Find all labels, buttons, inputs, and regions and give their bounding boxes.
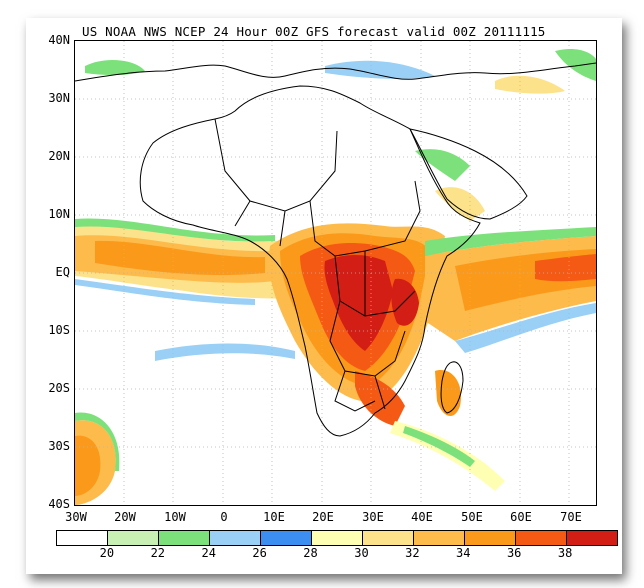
colorbar-swatch xyxy=(363,531,414,545)
lat-label: 30N xyxy=(48,91,70,105)
graticule xyxy=(75,41,596,505)
colorbar-swatch xyxy=(414,531,465,545)
lon-label: 60E xyxy=(510,510,532,524)
colorbar-swatch xyxy=(210,531,261,545)
lon-label: 0 xyxy=(220,510,228,524)
colorbar-label: 32 xyxy=(405,546,420,560)
lon-label: 10W xyxy=(164,510,186,524)
coastlines xyxy=(75,62,596,437)
colorbar-swatch xyxy=(261,531,312,545)
lat-label: 10N xyxy=(48,207,70,221)
lon-label: 20E xyxy=(312,510,334,524)
colorbar-label: 36 xyxy=(506,546,522,560)
lat-label: 30S xyxy=(48,439,70,453)
lon-label: 40E xyxy=(411,510,433,524)
lat-label: 40N xyxy=(48,33,70,47)
colorbar-label: 20 xyxy=(99,546,115,560)
colorbar-label: 26 xyxy=(252,546,267,560)
colorbar xyxy=(56,530,618,546)
lat-label: EQ xyxy=(55,265,70,279)
colorbar-swatch xyxy=(108,531,159,545)
colorbar-label: 28 xyxy=(303,546,318,560)
colorbar-swatch xyxy=(312,531,363,545)
lat-label: 20S xyxy=(48,381,70,395)
colorbar-swatch xyxy=(465,531,516,545)
lat-label: 20N xyxy=(48,149,70,163)
lon-label: 30E xyxy=(362,510,384,524)
lat-label: 10S xyxy=(48,323,70,337)
colorbar-swatch xyxy=(567,531,617,545)
colorbar-swatch xyxy=(516,531,567,545)
colorbar-label: 34 xyxy=(456,546,471,560)
colorbar-swatch xyxy=(159,531,210,545)
colorbar-label: 38 xyxy=(557,546,573,560)
lon-label: 30W xyxy=(65,510,87,524)
map-title: US NOAA NWS NCEP 24 Hour 00Z GFS forecas… xyxy=(82,24,546,39)
lon-label: 10E xyxy=(263,510,285,524)
colorbar-label: 22 xyxy=(150,546,166,560)
colorbar-label: 24 xyxy=(201,546,216,560)
lon-label: 50E xyxy=(461,510,483,524)
colorbar-label: 30 xyxy=(354,546,369,560)
colorbar-swatch xyxy=(57,531,108,545)
map-panel xyxy=(74,40,597,506)
lat-label: 40S xyxy=(48,497,70,511)
field-layer xyxy=(75,48,596,505)
lon-label: 20W xyxy=(114,510,136,524)
lon-label: 70E xyxy=(560,510,582,524)
precipitable-water-map xyxy=(75,41,596,505)
